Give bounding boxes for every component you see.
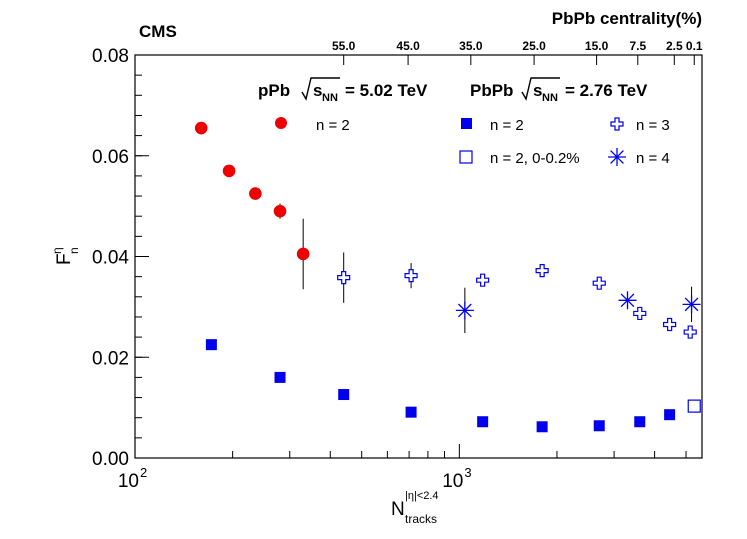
series-2: [687, 399, 701, 413]
legend-marker-filled-circle: [275, 117, 287, 129]
data-point: [337, 271, 351, 285]
x-axis-title-subscript: tracks: [405, 512, 437, 526]
series-0: [194, 121, 310, 290]
legend-label-pbpb-n2-central: n = 2, 0-0.2%: [490, 150, 580, 167]
y-tick-label: 0.06: [92, 147, 129, 168]
data-point: [535, 264, 549, 278]
top-axis-title: PbPb centrality(%): [552, 9, 702, 28]
series-3: [337, 252, 697, 339]
data-point: [296, 247, 310, 261]
legend-header-pbpb-energy: = 2.76 TeV: [565, 81, 648, 100]
legend-marker-filled-square: [461, 118, 472, 129]
legend-entry-pbpb-n3: n = 3: [610, 117, 670, 134]
legend-header-pbpb-sqrt-subscript: NN: [542, 92, 558, 104]
y-axis-title: F n η: [50, 247, 81, 265]
y-tick-label: 0.04: [92, 248, 129, 269]
legend-label-pbpb-n4: n = 4: [636, 150, 670, 167]
plot-frame: [134, 54, 703, 459]
top-axis-tick-label: 35.0: [459, 39, 483, 53]
data-point: [536, 421, 548, 433]
legend-label-ppb-n2: n = 2: [316, 117, 350, 134]
data-layer: [194, 121, 701, 433]
y-axis-title-main: F: [54, 253, 75, 265]
data-point: [222, 164, 236, 178]
legend-entry-pbpb-n2: n = 2: [461, 117, 524, 134]
top-axis-tick-label: 2.5: [666, 39, 683, 53]
legend-marker-open-cross: [610, 117, 624, 131]
x-axis-title-main: N: [391, 499, 405, 520]
legend-label-pbpb-n3: n = 3: [636, 117, 670, 134]
data-point: [634, 416, 646, 428]
legend-entry-pbpb-n4: n = 4: [608, 148, 670, 167]
legend-header-pbpb-sqrt-sign: [521, 77, 560, 101]
y-tick-label: 0.00: [92, 449, 129, 470]
legend-marker-star: [608, 148, 626, 166]
y-tick-label: 0.08: [92, 46, 129, 67]
x-tick-label: 10: [442, 471, 463, 492]
data-point: [477, 416, 489, 428]
data-point: [455, 301, 474, 320]
data-point: [664, 409, 676, 421]
y-tick-label: 0.02: [92, 348, 129, 369]
data-point: [249, 187, 262, 200]
data-point: [274, 371, 286, 383]
data-point: [683, 325, 697, 339]
data-point: [663, 317, 677, 332]
top-axis-tick-label: 55.0: [332, 39, 356, 53]
legend-header-ppb: pPb s NN = 5.02 TeV: [258, 77, 428, 104]
legend-marker-open-square: [459, 150, 473, 164]
star-stroke: [620, 293, 635, 308]
data-point: [687, 399, 701, 413]
top-axis-tick-label: 45.0: [396, 39, 420, 53]
y-axis-title-subscript: n: [67, 247, 81, 254]
x-axis-title-superscript: |η|<2.4: [405, 490, 439, 502]
data-point: [476, 273, 490, 287]
legend-entry-ppb-n2: n = 2: [275, 117, 350, 134]
x-tick-label: 10: [118, 471, 139, 492]
data-point: [194, 121, 208, 135]
data-point: [205, 339, 217, 351]
data-point: [273, 204, 287, 218]
x-tick-label-exponent: 3: [464, 465, 471, 480]
top-axis-tick-label: 15.0: [585, 39, 609, 53]
legend-entry-pbpb-n2-central: n = 2, 0-0.2%: [459, 150, 580, 167]
data-point: [592, 276, 606, 290]
legend-header-ppb-sqrt-sign: [301, 77, 340, 101]
data-point: [633, 306, 647, 321]
legend-header-ppb-energy: = 5.02 TeV: [345, 81, 428, 100]
star-stroke: [458, 303, 472, 318]
data-point: [405, 406, 417, 418]
data-point: [593, 420, 605, 432]
star-stroke: [684, 297, 699, 312]
series-1: [205, 339, 676, 433]
legend-label-pbpb-n2: n = 2: [490, 117, 524, 134]
legend-header-pbpb-system: PbPb: [470, 81, 513, 100]
x-axis-title: N tracks |η|<2.4: [391, 490, 439, 526]
experiment-label: CMS: [139, 22, 177, 41]
legend-header-ppb-sqrt-subscript: NN: [322, 92, 338, 104]
legend-header-ppb-system: pPb: [258, 81, 290, 100]
top-axis-tick-label: 7.5: [629, 39, 646, 53]
data-point: [338, 389, 350, 401]
data-point: [682, 295, 701, 314]
x-tick-label-exponent: 2: [140, 465, 147, 480]
top-axis-tick-label: 0.1: [686, 39, 703, 53]
y-axis-title-superscript: η: [50, 247, 64, 254]
data-point: [618, 291, 637, 310]
series-4: [455, 286, 701, 334]
data-point: [404, 269, 418, 283]
legend-header-ppb-sqrt-symbol: s: [313, 81, 322, 100]
top-axis-tick-label: 25.0: [522, 39, 546, 53]
legend-header-pbpb: PbPb s NN = 2.76 TeV: [470, 77, 648, 104]
legend-header-pbpb-sqrt-symbol: s: [533, 81, 542, 100]
